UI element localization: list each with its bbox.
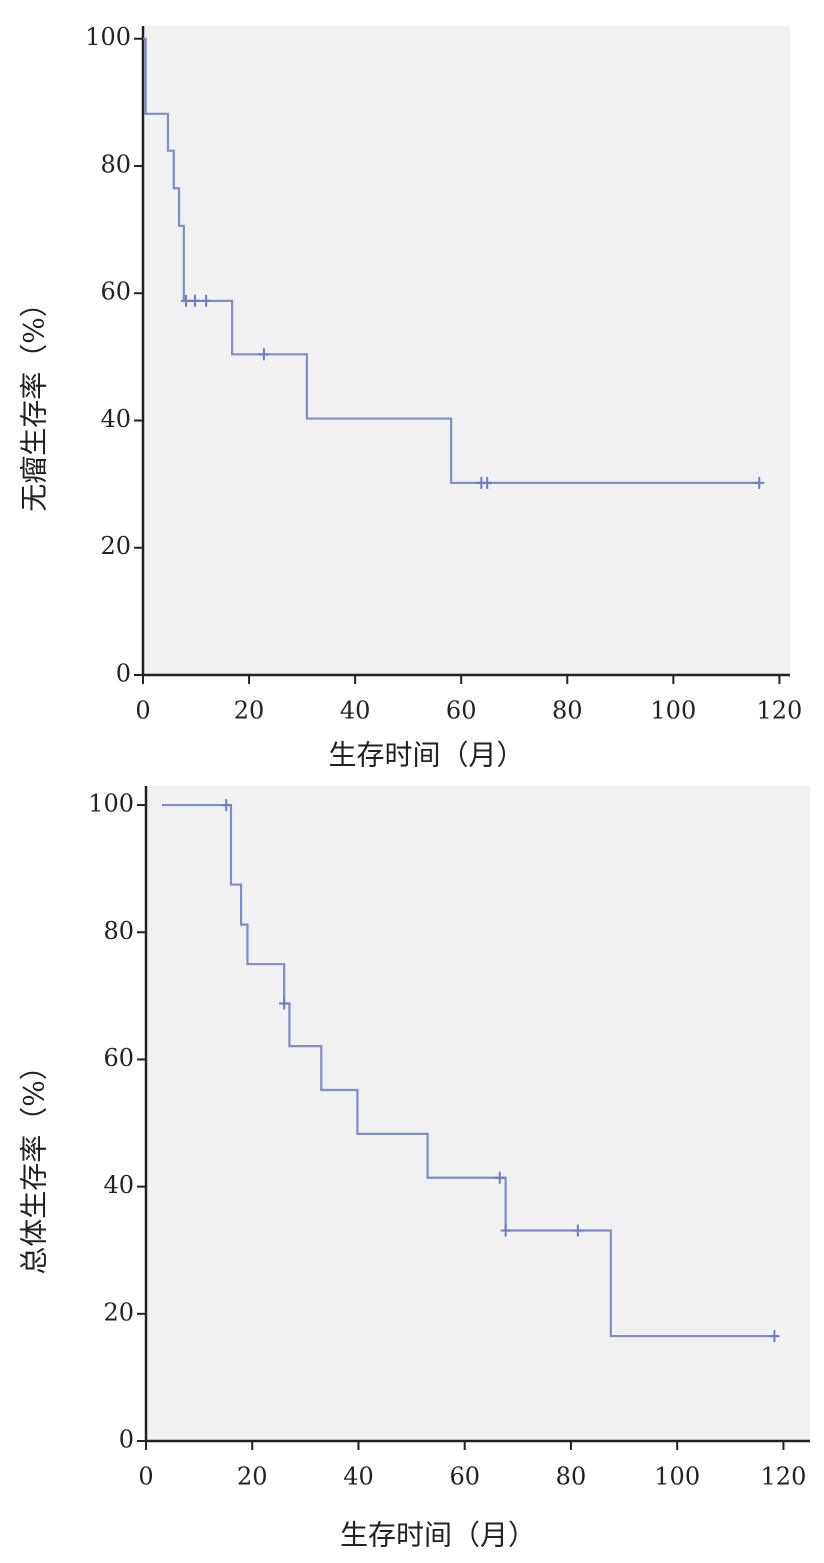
x-tick-label: 40 — [340, 697, 371, 725]
y-tick-label: 40 — [100, 405, 131, 433]
y-tick-label: 100 — [88, 790, 134, 818]
censor-mark — [482, 476, 493, 489]
x-tick-label: 100 — [650, 697, 696, 725]
y-tick-label: 100 — [85, 23, 131, 51]
y-tick-label: 20 — [103, 1298, 134, 1326]
x-tick-label: 40 — [343, 1463, 374, 1491]
censor-mark — [279, 997, 290, 1010]
censor-mark — [500, 1224, 511, 1237]
x-tick-label: 120 — [756, 697, 802, 725]
x-tick-label: 20 — [237, 1463, 268, 1491]
x-tick-label: 60 — [446, 697, 477, 725]
y-tick-label: 40 — [103, 1171, 134, 1199]
y-tick-label: 0 — [116, 660, 131, 688]
censor-mark — [572, 1224, 583, 1237]
plot-background — [143, 26, 790, 675]
x-tick-label: 80 — [556, 1463, 587, 1491]
survival-curve — [161, 803, 775, 1338]
censor-mark — [754, 476, 765, 489]
y-tick-label: 60 — [100, 278, 131, 306]
y-axis-title: 无瘤生存率（%） — [18, 289, 51, 512]
censor-mark — [221, 799, 232, 812]
censor-mark — [258, 348, 269, 361]
x-tick-label: 0 — [138, 1463, 153, 1491]
x-tick-label: 20 — [234, 697, 265, 725]
censor-mark — [201, 294, 212, 307]
y-tick-label: 20 — [100, 532, 131, 560]
plot-background — [146, 786, 810, 1441]
y-tick-label: 80 — [100, 150, 131, 178]
x-axis-title: 生存时间（月） — [340, 1519, 536, 1552]
censor-mark — [494, 1171, 505, 1184]
x-tick-label: 120 — [761, 1463, 807, 1491]
censor-mark — [180, 294, 191, 307]
x-tick-label: 60 — [449, 1463, 480, 1491]
y-tick-label: 0 — [119, 1426, 134, 1454]
y-tick-label: 80 — [103, 917, 134, 945]
survival-curve — [143, 37, 760, 484]
y-axis-title: 总体生存率（%） — [18, 1052, 51, 1275]
censor-mark — [769, 1330, 780, 1343]
x-tick-label: 0 — [135, 697, 150, 725]
x-tick-label: 80 — [552, 697, 583, 725]
censor-mark — [189, 294, 200, 307]
x-tick-label: 100 — [654, 1463, 700, 1491]
y-tick-label: 60 — [103, 1044, 134, 1072]
x-axis-title: 生存时间（月） — [328, 739, 524, 772]
